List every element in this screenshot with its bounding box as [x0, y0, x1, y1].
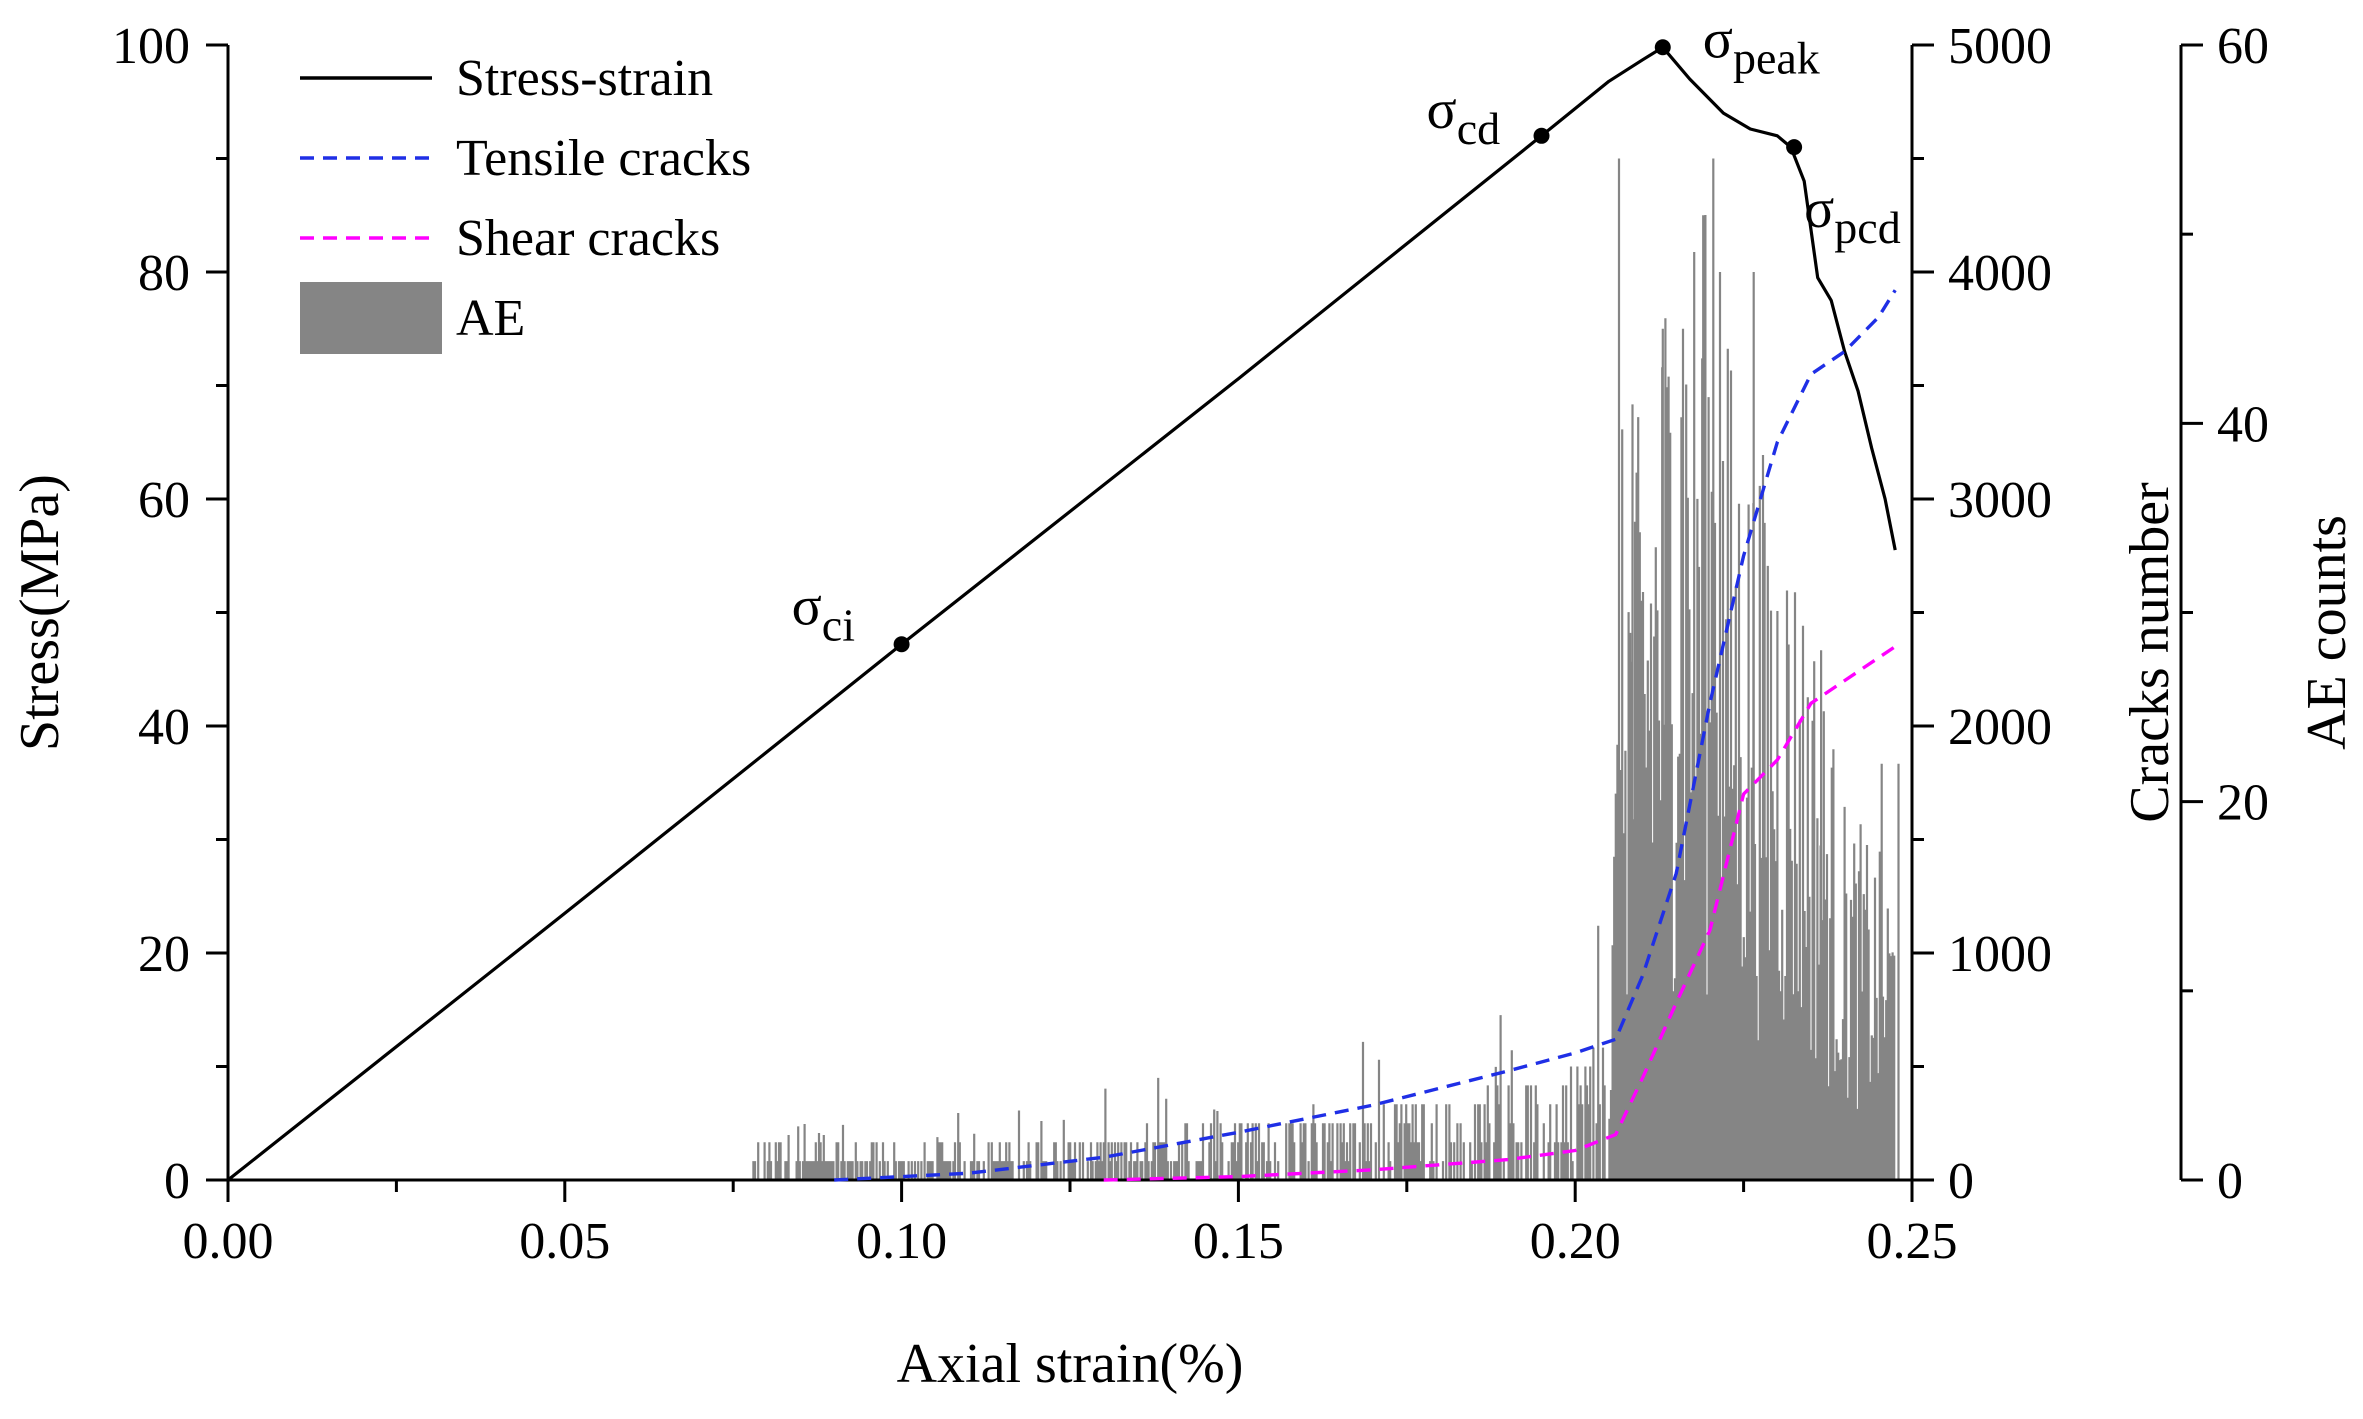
point-sigma-pcd	[1786, 139, 1803, 156]
legend-label-tensile-cracks: Tensile cracks	[456, 130, 751, 187]
legend-label-ae: AE	[456, 290, 525, 347]
cracks-tick-label: 5000	[1948, 18, 2052, 75]
ae-bars	[752, 158, 1900, 1180]
sigma-symbol: σ	[1804, 178, 1834, 240]
sigma-symbol: σ	[1703, 8, 1733, 70]
x-tick-label: 0.20	[1530, 1213, 1621, 1270]
label-sigma-peak: σpeak	[1703, 8, 1820, 83]
x-tick-label: 0.10	[856, 1213, 947, 1270]
legend-label-stress-strain: Stress-strain	[456, 50, 713, 107]
point-sigma-ci	[893, 636, 910, 653]
stress-axis-title: Stress(MPa)	[9, 474, 71, 751]
label-sigma-cd: σcd	[1427, 79, 1501, 154]
point-sigma-cd	[1533, 127, 1550, 144]
ae-tick-label: 0	[2217, 1153, 2243, 1210]
cracks-tick-label: 4000	[1948, 245, 2052, 302]
stress-tick-label: 80	[138, 245, 190, 302]
ae-axis-title: AE counts	[2296, 515, 2358, 750]
stress-tick-label: 40	[138, 699, 190, 756]
cracks-tick-label: 0	[1948, 1153, 1974, 1210]
point-sigma-peak	[1654, 39, 1671, 56]
cracks-tick-label: 1000	[1948, 926, 2052, 983]
ae-tick-label: 40	[2217, 396, 2269, 453]
sigma-symbol: σ	[1427, 79, 1457, 141]
x-axis-title: Axial strain(%)	[897, 1333, 1244, 1395]
shear-cracks-line	[1103, 645, 1897, 1182]
data-series	[227, 45, 1897, 1182]
x-tick-label: 0.00	[183, 1213, 274, 1270]
cracks-axis-title: Cracks number	[2119, 482, 2181, 823]
legend: Stress-strain Tensile cracks Shear cracks A…	[300, 50, 751, 354]
axes: 0.00 0.05 0.10 0.15 0.20 0.250204060801000100…	[112, 18, 2269, 1270]
ae-series	[752, 158, 1900, 1180]
ae-tick-label: 60	[2217, 18, 2269, 75]
label-sigma-pcd: σpcd	[1804, 178, 1901, 253]
stress-tick-label: 0	[164, 1153, 190, 1210]
stress-tick-label: 100	[112, 18, 190, 75]
stress-tick-label: 60	[138, 472, 190, 529]
sigma-subscript: cd	[1457, 103, 1500, 154]
sigma-symbol: σ	[792, 575, 822, 637]
x-tick-label: 0.15	[1193, 1213, 1284, 1270]
cracks-tick-label: 3000	[1948, 472, 2052, 529]
label-sigma-ci: σci	[792, 575, 855, 650]
x-tick-label: 0.05	[519, 1213, 610, 1270]
legend-swatch-ae	[300, 282, 442, 354]
sigma-subscript: pcd	[1834, 202, 1900, 253]
cracks-tick-label: 2000	[1948, 699, 2052, 756]
tensile-cracks-line	[834, 289, 1897, 1182]
x-tick-label: 0.25	[1867, 1213, 1958, 1270]
ae-tick-label: 20	[2217, 775, 2269, 832]
axis-labels: Axial strain(%) Stress(MPa) Cracks number A…	[9, 474, 2358, 1395]
legend-label-shear-cracks: Shear cracks	[456, 210, 720, 267]
stress-tick-label: 20	[138, 926, 190, 983]
sigma-subscript: peak	[1733, 32, 1820, 83]
sigma-subscript: ci	[822, 599, 855, 650]
stress-strain-line	[227, 45, 1897, 1182]
